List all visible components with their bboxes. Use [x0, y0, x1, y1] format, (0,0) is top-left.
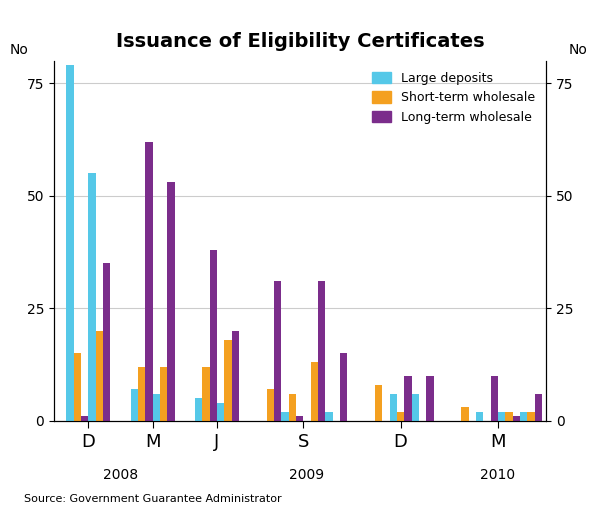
Bar [412, 394, 419, 421]
Bar [160, 367, 167, 421]
Bar [145, 142, 152, 421]
Bar [498, 412, 505, 421]
Bar [131, 389, 138, 421]
Bar [512, 416, 520, 421]
Text: No: No [569, 43, 588, 57]
Bar [289, 394, 296, 421]
Bar [375, 385, 382, 421]
Bar [535, 394, 542, 421]
Bar [209, 250, 217, 421]
Text: 2009: 2009 [289, 467, 325, 482]
Bar [325, 412, 332, 421]
Bar [95, 331, 103, 421]
Bar [224, 340, 232, 421]
Bar [66, 65, 74, 421]
Bar [404, 376, 412, 421]
Title: Issuance of Eligibility Certificates: Issuance of Eligibility Certificates [116, 32, 484, 51]
Bar [266, 389, 274, 421]
Bar [152, 394, 160, 421]
Bar [340, 353, 347, 421]
Bar [318, 281, 325, 421]
Bar [74, 353, 81, 421]
Text: 2010: 2010 [481, 467, 515, 482]
Bar [217, 403, 224, 421]
Bar [461, 407, 469, 421]
Bar [274, 281, 281, 421]
Bar [195, 399, 202, 421]
Bar [88, 173, 95, 421]
Bar [281, 412, 289, 421]
Text: 2008: 2008 [103, 467, 138, 482]
Bar [520, 412, 527, 421]
Bar [505, 412, 512, 421]
Text: No: No [10, 43, 29, 57]
Text: Source: Government Guarantee Administrator: Source: Government Guarantee Administrat… [24, 494, 281, 504]
Bar [389, 394, 397, 421]
Bar [202, 367, 209, 421]
Bar [167, 183, 175, 421]
Bar [81, 416, 88, 421]
Bar [103, 263, 110, 421]
Bar [311, 363, 318, 421]
Bar [476, 412, 483, 421]
Bar [397, 412, 404, 421]
Bar [232, 331, 239, 421]
Legend: Large deposits, Short-term wholesale, Long-term wholesale: Large deposits, Short-term wholesale, Lo… [367, 67, 540, 129]
Bar [296, 416, 303, 421]
Bar [491, 376, 498, 421]
Bar [138, 367, 145, 421]
Bar [426, 376, 434, 421]
Bar [527, 412, 535, 421]
